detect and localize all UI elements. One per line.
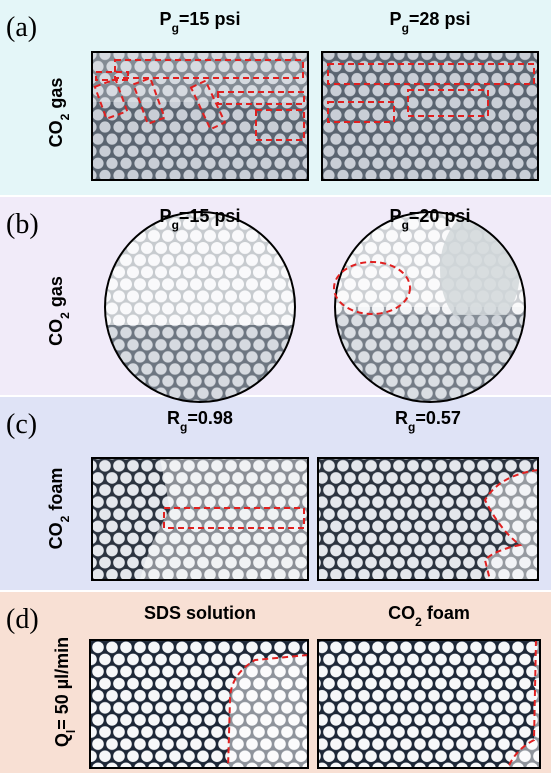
text-part: CO	[46, 319, 66, 346]
micrograph	[318, 458, 538, 580]
text-part: gas	[46, 78, 66, 114]
text-part: R	[395, 408, 408, 428]
micrograph	[322, 52, 538, 180]
panel-label: (b)	[6, 209, 39, 240]
text-part: =15 psi	[179, 9, 241, 29]
panel-label: (d)	[6, 604, 39, 635]
text-part: =20 psi	[409, 206, 471, 226]
text-part: foam	[422, 603, 470, 623]
subscript: g	[172, 218, 179, 232]
subscript: g	[172, 21, 179, 35]
text-part: P	[160, 206, 172, 226]
text-part: SDS solution	[144, 603, 256, 623]
text-part: P	[160, 9, 172, 29]
panel-label: (a)	[6, 12, 37, 43]
subscript: g	[402, 21, 409, 35]
text-part: CO	[46, 522, 66, 549]
text-part: gas	[46, 276, 66, 312]
micrograph	[92, 52, 308, 180]
text-part: =28 psi	[409, 9, 471, 29]
text-part: CO	[46, 120, 66, 147]
image-title: SDS solution	[144, 603, 256, 623]
text-part: P	[390, 9, 402, 29]
panel-label: (c)	[6, 409, 37, 440]
subscript: g	[180, 420, 187, 434]
text-part: =0.57	[415, 408, 461, 428]
text-part: =15 psi	[179, 206, 241, 226]
subscript: g	[408, 420, 415, 434]
text-part: = 50 µl/min	[52, 637, 72, 730]
text-part: foam	[46, 468, 66, 516]
subscript: g	[402, 218, 409, 232]
micrograph	[318, 640, 540, 768]
text-part: CO	[388, 603, 415, 623]
micrograph	[90, 640, 308, 768]
text-part: P	[390, 206, 402, 226]
text-part: =0.98	[187, 408, 233, 428]
text-part: R	[167, 408, 180, 428]
text-part: Q	[52, 733, 72, 747]
figure: (a)CO2 gasPg=15 psiPg=28 psi(b)CO2 gasPg…	[0, 0, 551, 773]
micrograph	[92, 458, 308, 580]
